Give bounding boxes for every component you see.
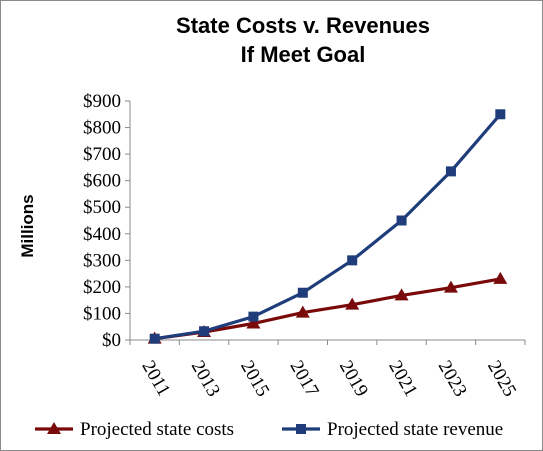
- costs-line: [154, 277, 501, 341]
- x-tick-label: 2015: [236, 357, 273, 400]
- legend-costs-label: Projected state costs: [80, 419, 234, 440]
- x-tick-labels: 2011 2013 2015 2017 2019 2021 2023 2025: [137, 357, 520, 400]
- costs-point: [246, 316, 261, 329]
- x-tick-label: 2017: [285, 357, 322, 400]
- costs-point: [394, 288, 409, 301]
- x-tick-label: 2019: [335, 357, 372, 400]
- legend-costs-marker: [47, 422, 61, 434]
- y-tick-label: $0: [102, 330, 121, 351]
- x-tick-label: 2025: [483, 357, 520, 400]
- y-tick-label: $800: [83, 118, 121, 139]
- revenue-point: [347, 255, 358, 266]
- y-axis-label: Millions: [18, 194, 37, 257]
- revenue-point: [396, 215, 407, 226]
- x-tick-label: 2021: [384, 357, 421, 400]
- legend: Projected state costs Projected state rev…: [35, 419, 503, 440]
- revenue-point: [445, 166, 456, 177]
- revenue-line: [154, 113, 502, 341]
- y-tick-label: $700: [83, 144, 121, 165]
- chart-title-line-1: State Costs v. Revenues: [176, 13, 430, 38]
- y-tick-label: $600: [83, 171, 121, 192]
- costs-point: [345, 297, 360, 310]
- revenue-point: [495, 109, 506, 120]
- revenue-point: [149, 333, 160, 344]
- costs-point: [295, 305, 310, 318]
- legend-revenue-label: Projected state revenue: [327, 419, 503, 440]
- x-tick-label: 2023: [434, 357, 471, 400]
- revenue-point: [297, 287, 308, 298]
- legend-revenue-marker: [296, 424, 306, 434]
- y-tick-label: $300: [83, 250, 121, 271]
- chart-title-line-2: If Meet Goal: [241, 42, 366, 67]
- series-group: [147, 109, 508, 344]
- costs-point: [493, 271, 508, 284]
- y-tick-label: $400: [83, 224, 121, 245]
- revenue-point: [199, 326, 210, 337]
- y-tick-labels: $0 $100 $200 $300 $400 $500 $600 $700 $800 $900: [83, 91, 121, 351]
- x-tick-label: 2011: [137, 357, 174, 400]
- axes: [125, 100, 526, 345]
- y-tick-label: $100: [83, 303, 121, 324]
- y-tick-label: $500: [83, 197, 121, 218]
- y-tick-label: $900: [83, 91, 121, 112]
- revenue-point: [248, 311, 259, 322]
- x-tick-label: 2013: [187, 357, 224, 400]
- costs-point: [443, 280, 458, 293]
- y-tick-label: $200: [83, 277, 121, 298]
